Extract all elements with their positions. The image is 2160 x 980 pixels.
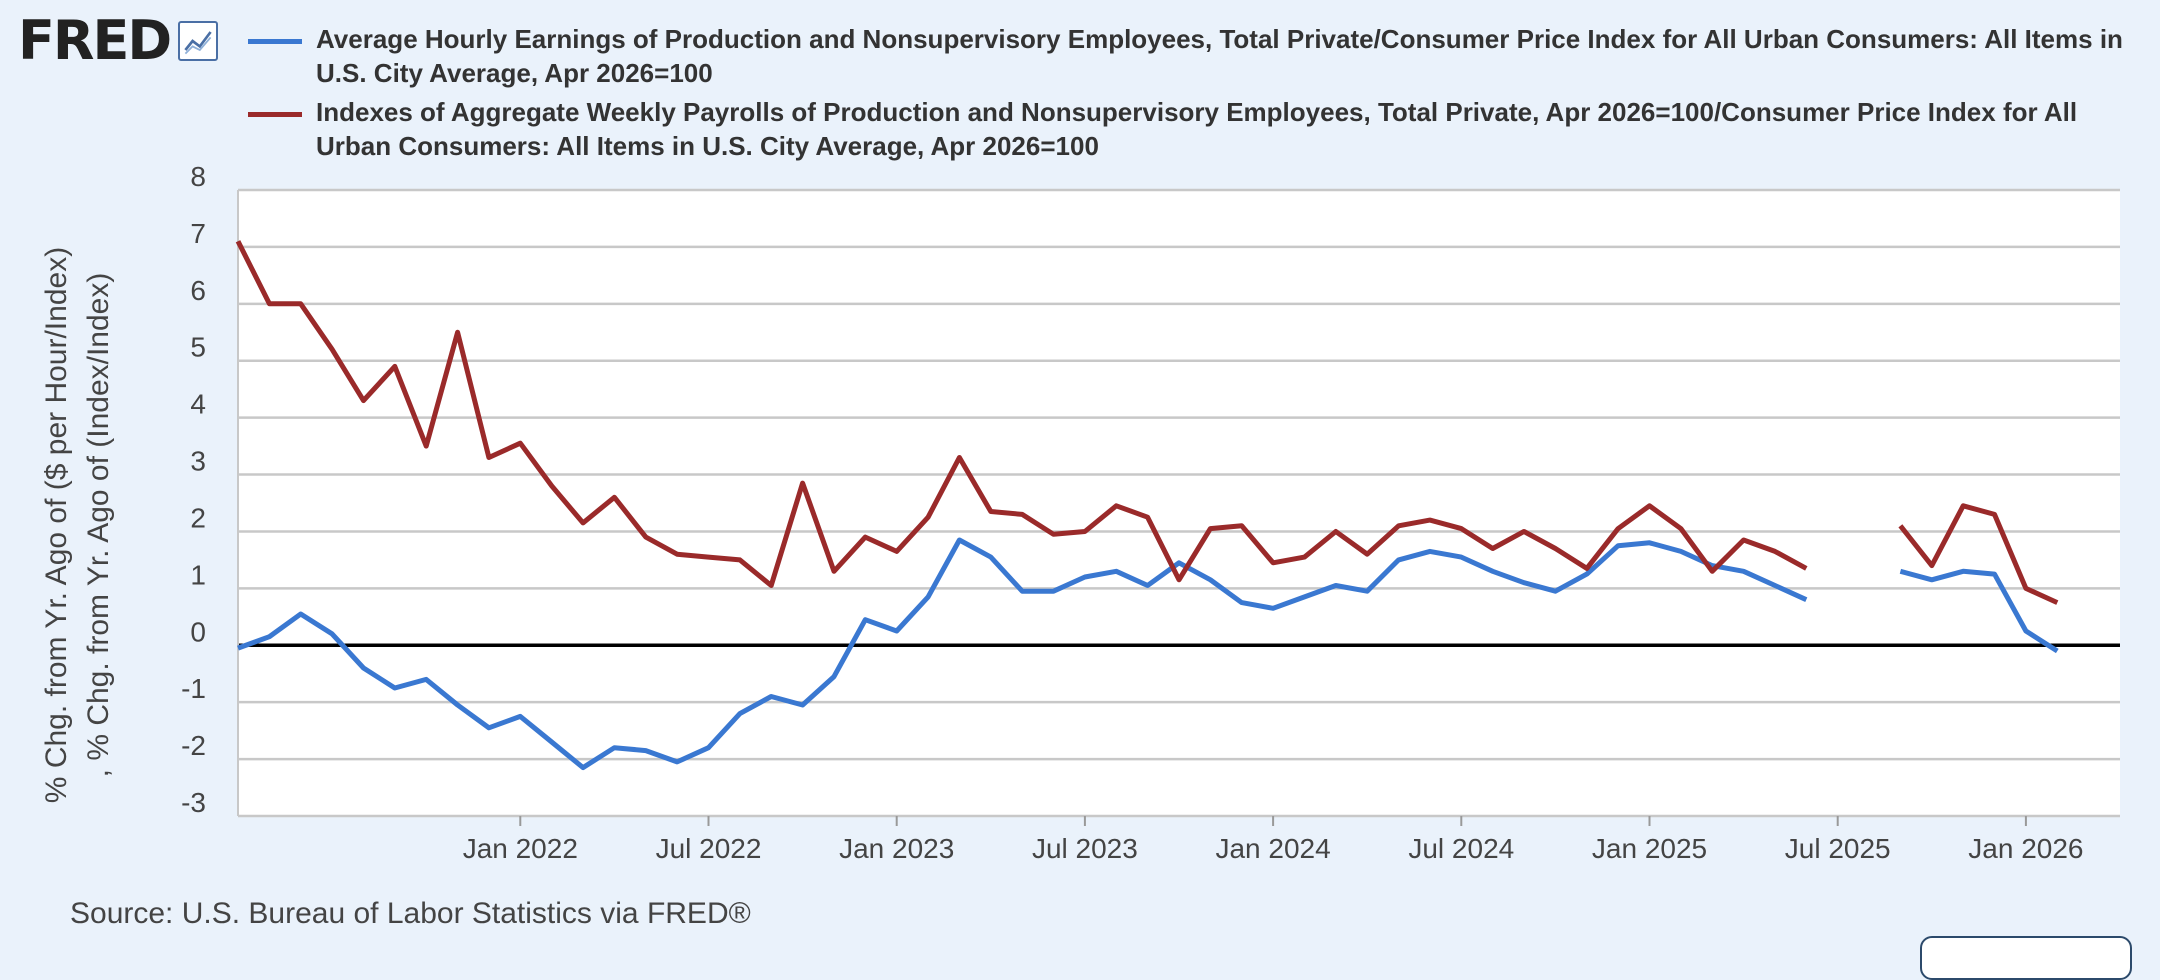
y-tick-label: -3 <box>181 787 206 818</box>
y-axis-label-line-2: , % Chg. from Yr. Ago of (Index/Index) <box>82 273 115 778</box>
series-1-line <box>237 537 1808 771</box>
y-tick-label: 4 <box>190 389 206 420</box>
legend-item-series-2[interactable]: Indexes of Aggregate Weekly Payrolls of … <box>248 95 2148 163</box>
y-tick-label: 3 <box>190 446 206 477</box>
fred-logo[interactable]: FRED <box>18 9 219 72</box>
x-tick-label: Jan 2025 <box>1592 833 1707 864</box>
series-2-line <box>235 240 1808 588</box>
x-tick-label: Jul 2022 <box>656 833 762 864</box>
chart-trend-icon <box>178 21 219 61</box>
y-tick-label: 6 <box>190 275 206 306</box>
x-tick-label: Jul 2023 <box>1032 833 1138 864</box>
source-text: Source: U.S. Bureau of Labor Statistics … <box>70 897 751 930</box>
y-axis-label-line-1: % Chg. from Yr. Ago of ($ per Hour/Index… <box>40 247 73 803</box>
y-tick-label: 2 <box>190 502 206 533</box>
y-tick-labels: -3 -2 -1 0 1 2 3 4 5 6 7 8 <box>181 161 206 818</box>
x-tick-label: Jul 2024 <box>1408 833 1514 864</box>
y-tick-label: 1 <box>190 559 206 590</box>
legend-swatch-series-2 <box>248 112 302 117</box>
y-tick-label: 5 <box>190 332 206 363</box>
y-tick-label: -1 <box>181 673 206 704</box>
x-tick-labels: Jan 2022 Jul 2022 Jan 2023 Jul 2023 Jan 2024… <box>463 816 2084 864</box>
chart-legend: Average Hourly Earnings of Production an… <box>248 22 2148 168</box>
y-tick-label: 8 <box>190 161 206 192</box>
series-1-line <box>1899 568 2059 654</box>
legend-item-series-1[interactable]: Average Hourly Earnings of Production an… <box>248 22 2148 90</box>
x-tick-label: Jan 2024 <box>1215 833 1330 864</box>
y-tick-label: -2 <box>181 730 206 761</box>
y-tick-label: 0 <box>190 616 206 647</box>
x-tick-label: Jan 2023 <box>839 833 954 864</box>
y-tick-label: 7 <box>190 218 206 249</box>
line-chart: -3 -2 -1 0 1 2 3 4 5 6 7 8 Jan 2022 Jul 2022 Jan 2023… <box>40 161 2120 864</box>
series-lines <box>235 240 2059 771</box>
series-2-line <box>1898 503 2059 605</box>
plot-area <box>238 190 2120 816</box>
logo-text: FRED <box>18 9 172 72</box>
x-tick-label: Jan 2026 <box>1968 833 2083 864</box>
legend-swatch-series-1 <box>248 39 302 44</box>
grid-lines <box>237 188 2120 818</box>
x-tick-label: Jul 2025 <box>1785 833 1891 864</box>
x-tick-label: Jan 2022 <box>463 833 578 864</box>
legend-label-series-2: Indexes of Aggregate Weekly Payrolls of … <box>316 97 2078 161</box>
legend-label-series-1: Average Hourly Earnings of Production an… <box>316 24 2123 88</box>
edit-graph-button[interactable] <box>1920 936 2132 980</box>
